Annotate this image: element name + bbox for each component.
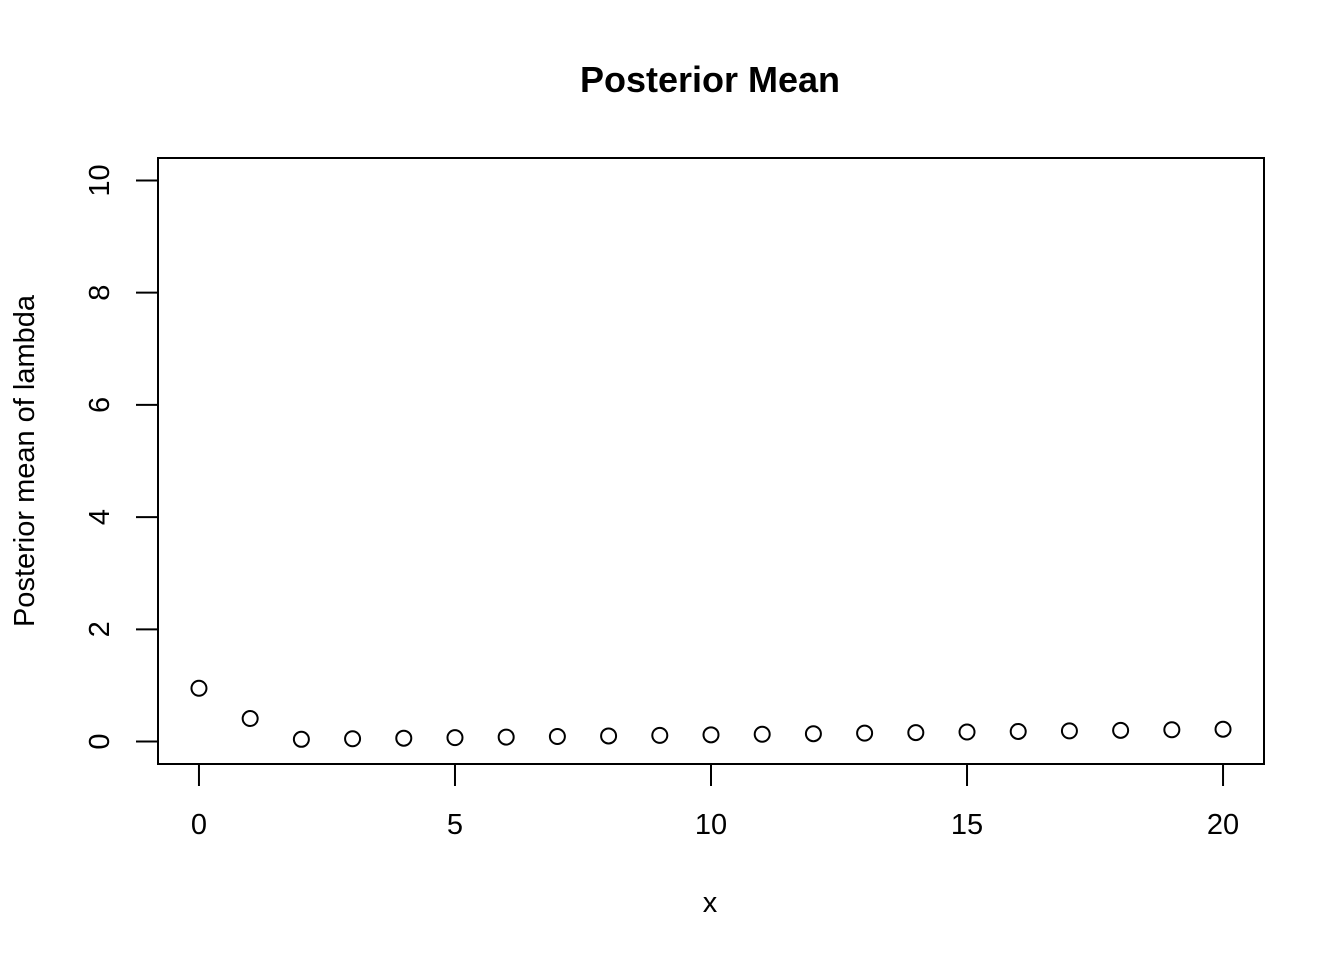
y-tick-label: 10 <box>84 164 116 196</box>
y-tick-label: 4 <box>84 509 116 525</box>
data-point <box>907 724 925 742</box>
plot-frame <box>157 157 1265 765</box>
data-point <box>856 724 874 742</box>
data-point <box>804 725 822 743</box>
y-tick-label: 8 <box>84 285 116 301</box>
data-point <box>241 710 259 728</box>
data-point <box>1060 722 1078 740</box>
data-point <box>548 728 566 746</box>
x-tick-label: 0 <box>191 809 207 841</box>
x-axis-label: x <box>703 887 718 919</box>
chart-title: Posterior Mean <box>580 59 840 100</box>
x-tick-label: 10 <box>695 809 727 841</box>
data-point <box>344 730 362 748</box>
data-point <box>702 726 720 744</box>
x-tick-label: 20 <box>1207 809 1239 841</box>
data-point <box>395 729 413 747</box>
data-point <box>497 728 515 746</box>
data-point <box>958 723 976 741</box>
y-tick-label: 0 <box>84 733 116 749</box>
data-point <box>190 679 208 697</box>
data-point <box>600 727 618 745</box>
data-point <box>1214 720 1232 738</box>
x-tick-label: 5 <box>447 809 463 841</box>
y-axis-label: Posterior mean of lambda <box>9 294 41 627</box>
data-points <box>190 679 1232 748</box>
x-axis: 0 5 10 15 20 <box>191 763 1239 841</box>
data-point <box>1163 721 1181 739</box>
data-point <box>1009 722 1027 740</box>
data-point <box>1112 721 1130 739</box>
x-tick-label: 15 <box>951 809 983 841</box>
y-axis: 0 2 4 6 8 10 <box>84 164 159 750</box>
y-tick-label: 2 <box>84 621 116 637</box>
y-tick-label: 6 <box>84 397 116 413</box>
data-point <box>651 726 669 744</box>
data-point <box>292 730 310 748</box>
data-point <box>446 729 464 747</box>
data-point <box>753 725 771 743</box>
